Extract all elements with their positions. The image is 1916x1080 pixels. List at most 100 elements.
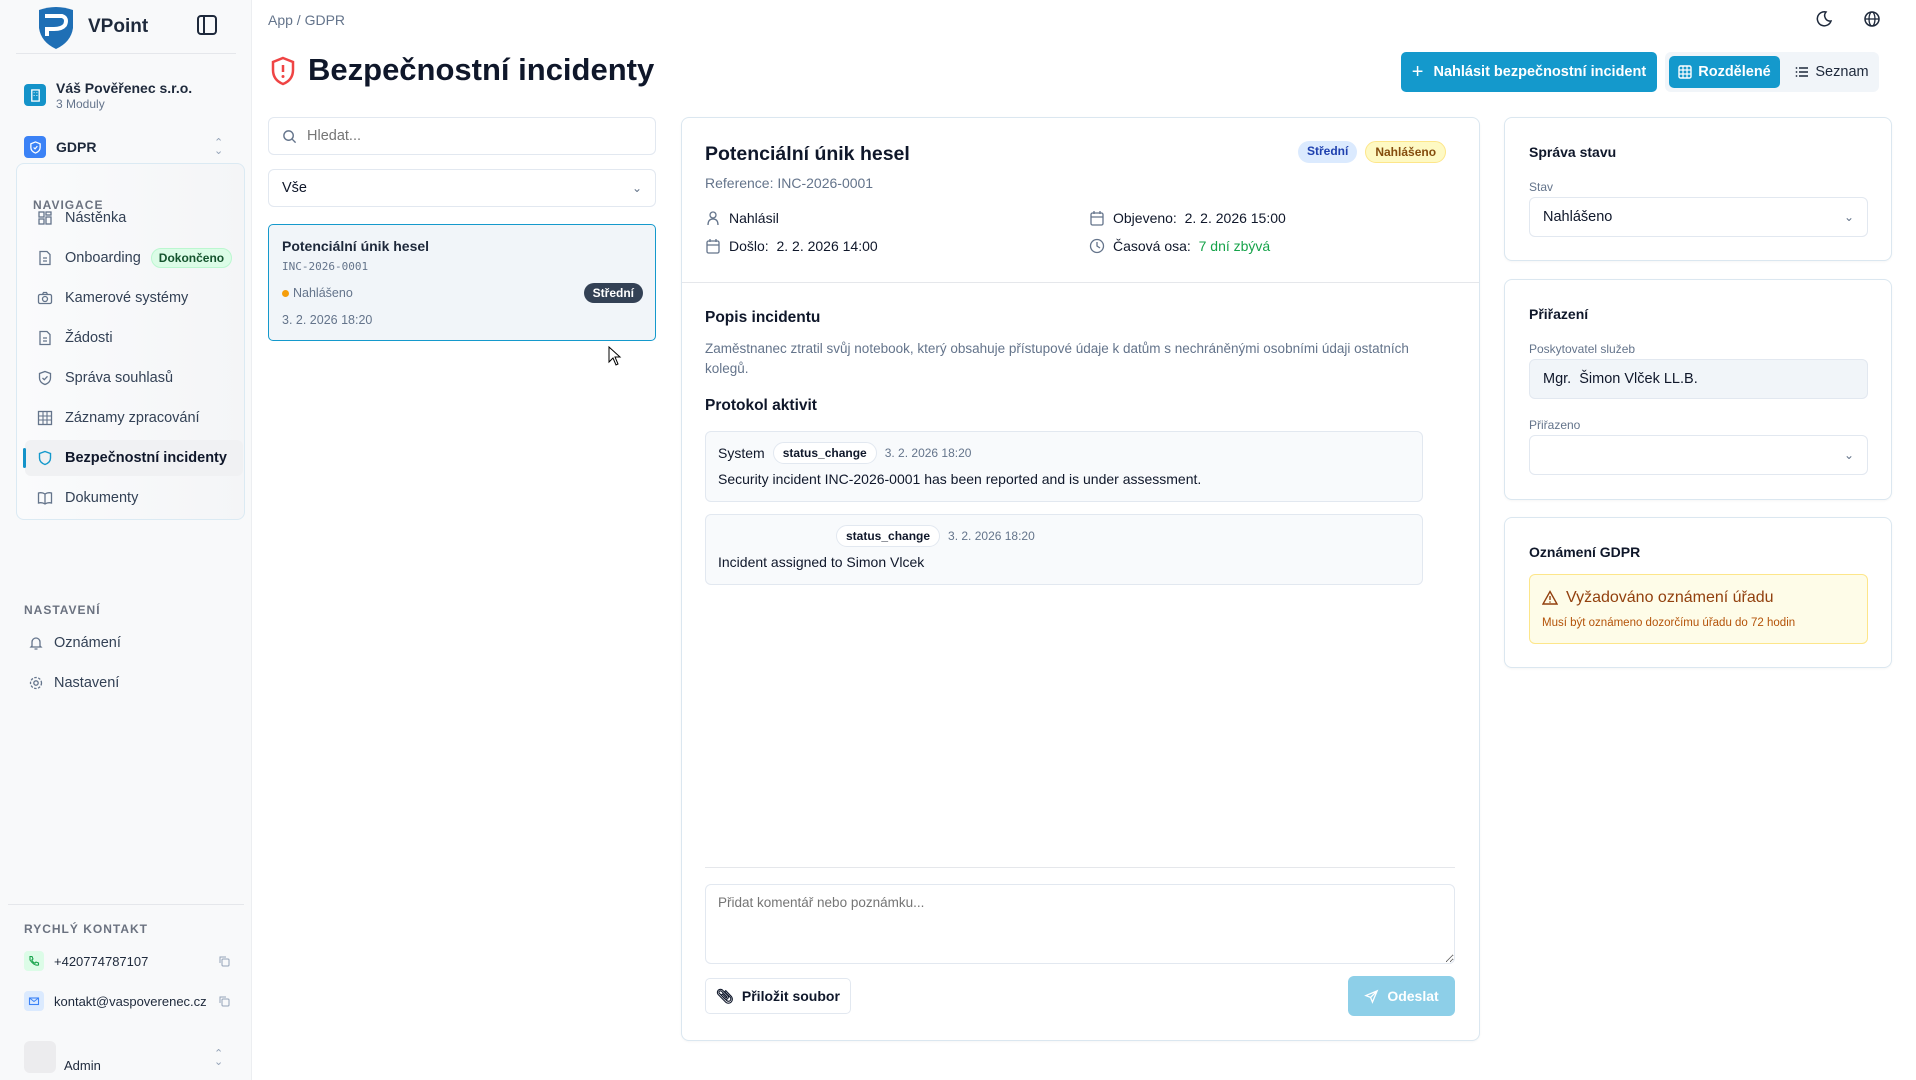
- assigned-select[interactable]: ⌄: [1529, 435, 1868, 475]
- sidebar-item-nastenka[interactable]: Nástěnka: [25, 200, 243, 236]
- book-icon: [37, 492, 53, 505]
- sidebar-item-onboarding[interactable]: Onboarding Dokončeno: [25, 240, 243, 276]
- divider: [8, 904, 244, 905]
- file-icon: [39, 250, 51, 266]
- send-button[interactable]: Odeslat: [1348, 976, 1455, 1016]
- page-title: Bezpečnostní incidenty: [308, 52, 655, 87]
- incident-list-item[interactable]: Potenciální únik hesel INC-2026-0001 Nah…: [268, 224, 656, 341]
- contact-phone[interactable]: +420774787107: [24, 951, 230, 971]
- activity-text: Security incident INC-2026-0001 has been…: [718, 471, 1202, 487]
- warning-icon: [1542, 590, 1558, 605]
- email-address: kontakt@vaspoverenec.cz: [54, 993, 207, 1009]
- user-name[interactable]: Admin: [64, 1058, 101, 1073]
- search-field[interactable]: [268, 117, 656, 155]
- send-label: Odeslat: [1387, 988, 1439, 1004]
- chevron-down-icon: ⌄: [1843, 448, 1854, 462]
- vpoint-logo: [36, 6, 76, 50]
- detail-badges: Střední Nahlášeno: [1298, 141, 1447, 163]
- report-incident-label: Nahlásit bezpečnostní incident: [1433, 64, 1647, 80]
- activity-time: 3. 2. 2026 18:20: [948, 529, 1035, 543]
- sidebar-item-label: Žádosti: [65, 330, 113, 346]
- nav-section-title: NAVIGACE: [33, 198, 104, 212]
- mouse-cursor-icon: [608, 346, 622, 366]
- chevron-updown-icon[interactable]: ⌃ ⌄: [214, 1048, 224, 1068]
- gear-icon: [29, 676, 43, 690]
- chevron-updown-icon[interactable]: ⌃ ⌄: [214, 137, 224, 157]
- contact-section-title: RYCHLÝ KONTAKT: [24, 922, 148, 936]
- company-name[interactable]: Váš Pověřenec s.r.o.: [56, 80, 193, 96]
- status-dot: [282, 289, 289, 297]
- comment-textarea[interactable]: [705, 884, 1455, 964]
- incident-date: 3. 2. 2026 18:20: [282, 313, 373, 327]
- copy-icon[interactable]: [218, 955, 230, 967]
- moon-icon[interactable]: [1815, 10, 1833, 28]
- sidebar-item-label: Onboarding: [65, 250, 141, 266]
- sidebar-item-sprava-souhlasu[interactable]: Správa souhlasů: [25, 360, 243, 396]
- list-icon: [1795, 67, 1809, 77]
- sidebar-item-label: Kamerové systémy: [65, 290, 189, 306]
- reported-by-label: Nahlásil: [729, 210, 779, 226]
- globe-icon[interactable]: [1863, 10, 1881, 28]
- description-title: Popis incidentu: [705, 309, 821, 326]
- calendar-icon: [1090, 211, 1104, 226]
- state-select[interactable]: Nahlášeno ⌄: [1529, 197, 1868, 237]
- status-filter-select[interactable]: Vše ⌄: [268, 169, 656, 207]
- sidebar-toggle-icon[interactable]: [196, 14, 218, 36]
- bell-icon: [29, 637, 43, 650]
- activity-type-tag: status_change: [772, 442, 877, 464]
- company-modules: 3 Moduly: [56, 97, 105, 111]
- discovered: Objeveno: 2. 2. 2026 15:00: [1089, 210, 1286, 226]
- sidebar-item-label: Nastavení: [54, 675, 120, 691]
- avatar[interactable]: [24, 1041, 56, 1073]
- contact-email[interactable]: kontakt@vaspoverenec.cz: [24, 991, 230, 1011]
- file-icon: [39, 330, 51, 346]
- divider: [705, 867, 1455, 868]
- send-icon: [1364, 989, 1379, 1004]
- settings-section-title: NASTAVENÍ: [24, 603, 101, 617]
- activity-text: Incident assigned to Simon Vlcek: [718, 554, 925, 570]
- timeline: Časová osa: 7 dní zbývá: [1089, 238, 1270, 254]
- occurred-label: Došlo:: [729, 238, 769, 254]
- state-card: Správa stavu Stav Nahlášeno ⌄: [1504, 117, 1892, 261]
- sidebar-item-bezpecnostni-incidenty[interactable]: Bezpečnostní incidenty: [23, 440, 243, 476]
- activity-entry: System status_change 3. 2. 2026 18:20 Secu…: [705, 431, 1423, 502]
- sidebar-item-label: Záznamy zpracování: [65, 410, 200, 426]
- view-split-button[interactable]: Rozdělené: [1669, 56, 1780, 88]
- assigned-label: Přiřazeno: [1529, 418, 1581, 432]
- alert-text: Musí být oznámeno dozorčímu úřadu do 72 …: [1542, 617, 1796, 629]
- timeline-label: Časová osa:: [1113, 238, 1191, 254]
- report-incident-button[interactable]: + Nahlásit bezpečnostní incident: [1401, 52, 1657, 92]
- sidebar: VPoint Váš Pověřenec s.r.o. 3 Moduly GDP…: [0, 0, 252, 1080]
- phone-icon: [24, 951, 44, 971]
- description-text: Zaměstnanec ztratil svůj notebook, který…: [705, 341, 1409, 376]
- paperclip-icon: 📎︎: [716, 987, 734, 1004]
- calendar-icon: [706, 239, 720, 254]
- gdpr-notice-card: Oznámení GDPR Vyžadováno oznámení úřadu …: [1504, 517, 1892, 668]
- sidebar-item-zadosti[interactable]: Žádosti: [25, 320, 243, 356]
- chevron-down-icon: ⌄: [631, 181, 642, 195]
- module-selector[interactable]: GDPR: [56, 139, 97, 155]
- status-label: Nahlášeno: [293, 286, 353, 300]
- sidebar-item-zaznamy-zpracovani[interactable]: Záznamy zpracování: [25, 400, 243, 436]
- search-icon: [283, 129, 297, 143]
- provider-value: Mgr. Šimon Vlček LL.B.: [1543, 371, 1698, 387]
- provider-field: Mgr. Šimon Vlček LL.B.: [1529, 359, 1868, 399]
- grid-icon: [1678, 65, 1692, 79]
- search-input[interactable]: [307, 128, 627, 144]
- incident-ref: INC-2026-0001: [282, 260, 369, 273]
- activity-type-tag: status_change: [836, 525, 941, 547]
- reported-by: Nahlásil: [705, 210, 779, 226]
- incident-status: Nahlášeno: [282, 286, 353, 300]
- shield-alert-icon: [270, 56, 296, 86]
- sidebar-item-kamerove-systemy[interactable]: Kamerové systémy: [25, 280, 243, 316]
- shield-icon: [38, 450, 52, 466]
- occurred-value: 2. 2. 2026 14:00: [776, 238, 878, 254]
- authority-alert: Vyžadováno oznámení úřadu Musí být oznám…: [1529, 574, 1868, 644]
- copy-icon[interactable]: [218, 995, 230, 1007]
- attach-file-button[interactable]: 📎︎ Přiložit soubor: [705, 978, 851, 1014]
- sidebar-item-settings[interactable]: Nastavení: [28, 675, 119, 691]
- view-list-button[interactable]: Seznam: [1790, 56, 1874, 88]
- sidebar-item-notifications[interactable]: Oznámení: [28, 635, 121, 651]
- sidebar-item-dokumenty[interactable]: Dokumenty: [25, 480, 243, 516]
- divider: [682, 282, 1479, 283]
